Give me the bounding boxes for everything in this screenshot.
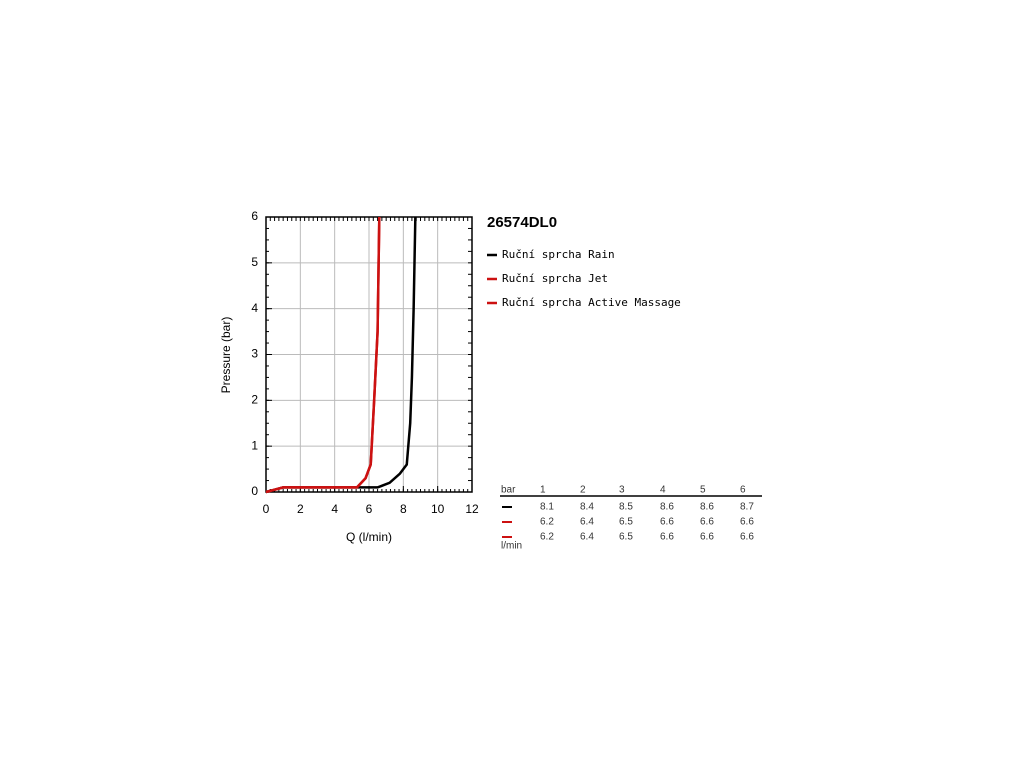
- y-tick-label: 6: [251, 209, 258, 223]
- x-tick-label: 2: [297, 502, 304, 516]
- y-tick-label: 5: [251, 255, 258, 269]
- series-line: [265, 216, 381, 494]
- y-tick-label: 3: [251, 347, 258, 361]
- x-tick-label: 12: [465, 502, 479, 516]
- x-tick-label: 6: [366, 502, 373, 516]
- table-cell: 8.5: [619, 502, 633, 513]
- table-cell: 6.6: [700, 517, 714, 528]
- table-header: 3: [619, 485, 625, 496]
- table-cell: 6.6: [740, 532, 754, 543]
- y-tick-label: 4: [251, 301, 258, 315]
- table-cell: 8.1: [540, 502, 554, 513]
- x-tick-label: 8: [400, 502, 407, 516]
- table-cell: 8.4: [580, 502, 594, 513]
- x-axis-label: Q (l/min): [346, 530, 392, 544]
- y-tick-label: 0: [251, 484, 258, 498]
- table-cell: 8.6: [660, 502, 674, 513]
- table-cell: 6.4: [580, 532, 594, 543]
- legend-label: Ruční sprcha Rain: [502, 248, 615, 261]
- chart-title: 26574DL0: [487, 214, 557, 231]
- table-header: 2: [580, 485, 586, 496]
- x-tick-label: 10: [431, 502, 445, 516]
- table-cell: 6.4: [580, 517, 594, 528]
- table-header: 5: [700, 485, 706, 496]
- table-cell: 6.2: [540, 517, 554, 528]
- table-cell: 6.6: [660, 517, 674, 528]
- legend-label: Ruční sprcha Active Massage: [502, 296, 681, 309]
- table-cell: 8.6: [700, 502, 714, 513]
- y-axis-label: Pressure (bar): [219, 317, 233, 394]
- table-header: bar: [501, 485, 516, 496]
- plot-frame: [265, 216, 473, 493]
- table-cell: 8.7: [740, 502, 754, 513]
- table-cell: 6.6: [700, 532, 714, 543]
- table-header: 4: [660, 485, 666, 496]
- table-cell: 6.2: [540, 532, 554, 543]
- legend-label: Ruční sprcha Jet: [502, 272, 608, 285]
- table-header: 1: [540, 485, 546, 496]
- table-unit: l/min: [501, 541, 522, 552]
- table-cell: 6.5: [619, 532, 633, 543]
- table-header: 6: [740, 485, 746, 496]
- table-cell: 6.5: [619, 517, 633, 528]
- table-cell: 6.6: [660, 532, 674, 543]
- y-tick-label: 2: [251, 393, 258, 407]
- x-tick-label: 4: [331, 502, 338, 516]
- y-tick-label: 1: [251, 438, 258, 452]
- x-tick-label: 0: [263, 502, 270, 516]
- table-cell: 6.6: [740, 517, 754, 528]
